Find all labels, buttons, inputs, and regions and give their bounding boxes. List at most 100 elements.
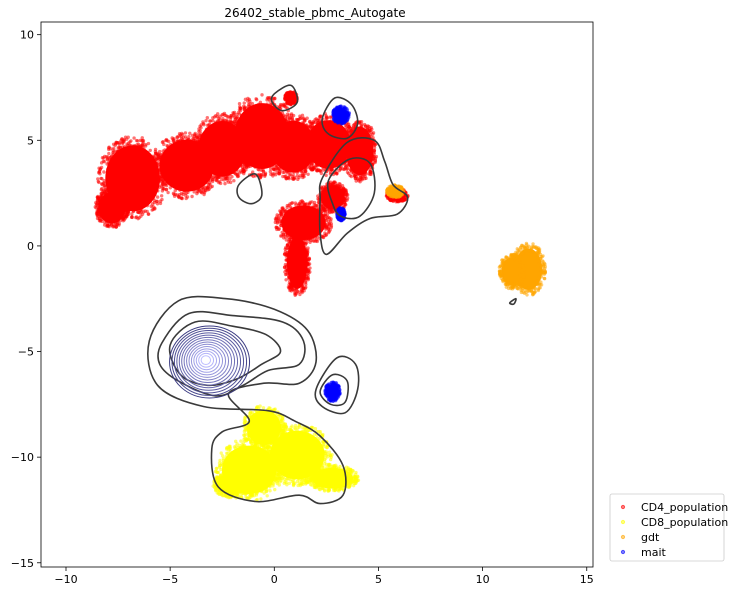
point xyxy=(298,141,302,146)
point xyxy=(220,177,224,182)
point xyxy=(218,114,222,118)
point xyxy=(345,167,349,171)
point xyxy=(294,288,299,292)
point xyxy=(267,406,271,410)
point xyxy=(318,114,323,118)
point xyxy=(514,284,519,288)
point xyxy=(187,134,191,139)
point xyxy=(196,153,201,157)
point xyxy=(203,188,208,192)
point xyxy=(285,474,290,478)
point xyxy=(99,214,103,218)
point xyxy=(138,211,142,215)
point xyxy=(257,106,262,110)
point xyxy=(158,158,163,162)
point xyxy=(269,126,273,130)
point xyxy=(207,187,211,191)
point xyxy=(214,466,219,471)
point xyxy=(280,103,284,107)
point xyxy=(253,443,258,447)
point xyxy=(132,136,136,140)
point xyxy=(290,424,294,428)
point xyxy=(234,162,238,166)
point xyxy=(229,152,233,157)
point xyxy=(284,168,289,173)
point xyxy=(164,181,168,186)
point xyxy=(335,162,339,166)
point xyxy=(322,457,327,462)
point xyxy=(315,239,320,244)
point xyxy=(319,162,324,166)
point xyxy=(303,273,307,277)
point xyxy=(272,447,276,452)
point xyxy=(291,177,295,181)
point xyxy=(359,128,364,132)
point xyxy=(166,190,170,195)
point xyxy=(233,471,237,475)
point xyxy=(234,112,239,117)
point xyxy=(114,221,118,225)
point xyxy=(129,215,134,220)
point xyxy=(278,424,282,429)
point xyxy=(267,471,272,476)
point xyxy=(268,142,272,146)
point xyxy=(341,188,346,193)
point xyxy=(338,464,342,469)
point xyxy=(160,174,164,179)
point xyxy=(111,225,115,229)
point xyxy=(268,488,272,493)
point xyxy=(285,112,290,117)
point xyxy=(288,172,293,177)
point xyxy=(373,158,378,162)
point xyxy=(168,142,173,147)
point xyxy=(284,258,288,262)
point xyxy=(245,425,250,430)
point xyxy=(157,149,162,154)
point xyxy=(221,460,226,465)
point xyxy=(192,141,196,146)
point xyxy=(293,201,298,205)
point xyxy=(276,470,281,475)
point xyxy=(310,124,315,128)
point xyxy=(285,243,290,248)
point xyxy=(95,216,100,221)
point xyxy=(305,116,309,120)
point xyxy=(344,132,348,136)
point xyxy=(263,148,267,153)
point xyxy=(280,123,284,127)
point xyxy=(279,476,283,481)
point xyxy=(341,140,345,145)
point xyxy=(339,126,343,130)
point xyxy=(267,129,271,134)
point xyxy=(303,276,307,280)
point xyxy=(94,201,98,205)
point xyxy=(96,208,100,212)
point xyxy=(300,124,304,128)
point xyxy=(283,250,288,254)
point xyxy=(252,493,256,498)
point xyxy=(312,203,316,207)
point xyxy=(220,493,225,498)
point xyxy=(235,174,240,179)
point xyxy=(282,113,286,118)
point xyxy=(312,484,317,488)
point xyxy=(143,202,147,207)
point xyxy=(122,139,126,144)
point xyxy=(271,148,276,152)
point xyxy=(274,159,279,163)
point xyxy=(183,187,187,191)
point xyxy=(306,269,311,273)
point xyxy=(306,141,311,145)
point xyxy=(96,204,100,208)
point xyxy=(97,180,101,185)
point xyxy=(125,137,129,141)
point xyxy=(285,203,290,208)
point xyxy=(288,475,293,479)
point xyxy=(303,242,308,247)
point xyxy=(242,484,247,488)
point xyxy=(97,169,102,174)
point xyxy=(354,478,358,482)
point xyxy=(289,283,293,288)
point xyxy=(301,231,305,236)
point xyxy=(100,186,104,191)
